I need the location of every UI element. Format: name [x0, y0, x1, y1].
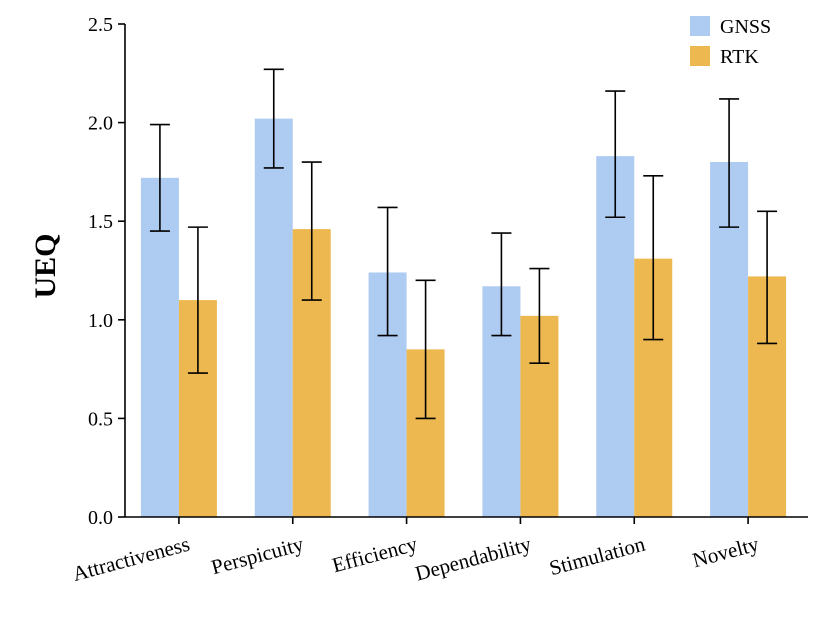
- bars-layer: [140, 118, 787, 518]
- error-bar-gnss-stimulation: [605, 90, 626, 219]
- error-bar-rtk-dependability: [529, 267, 550, 364]
- bar-gnss-attractiveness: [140, 177, 179, 518]
- axes-layer: [124, 24, 808, 518]
- error-bar-rtk-attractiveness: [187, 226, 208, 374]
- legend: GNSS RTK: [690, 16, 771, 68]
- x-tick-label: Attractiveness: [70, 532, 192, 586]
- error-bar-gnss-perspicuity: [263, 68, 284, 169]
- x-tick-label: Efficiency: [330, 532, 421, 578]
- error-bar-gnss-dependability: [491, 232, 512, 337]
- error-bar-gnss-attractiveness: [149, 123, 170, 232]
- error-bar-rtk-efficiency: [415, 279, 436, 420]
- y-tick-label: 0.5: [88, 408, 113, 430]
- error-bar-rtk-stimulation: [643, 175, 664, 341]
- error-bars-layer: [149, 68, 778, 420]
- y-tick-label: 0.0: [88, 507, 113, 529]
- error-bar-rtk-perspicuity: [301, 161, 322, 301]
- legend-label-gnss: GNSS: [720, 16, 771, 38]
- x-tick-label: Stimulation: [547, 532, 648, 581]
- error-bar-gnss-novelty: [719, 98, 740, 228]
- y-axis-label: UEQ: [29, 233, 62, 298]
- error-bar-gnss-efficiency: [377, 206, 398, 337]
- legend-label-rtk: RTK: [720, 46, 759, 68]
- y-ticks: 0.0 0.5 1.0 1.5 2.0 2.5: [88, 14, 125, 529]
- x-tick-label: Dependability: [413, 532, 535, 586]
- y-tick-label: 2.5: [88, 14, 113, 36]
- error-bar-rtk-novelty: [757, 210, 778, 345]
- x-tick-label: Novelty: [690, 532, 762, 573]
- y-tick-label: 1.0: [88, 310, 113, 332]
- y-tick-label: 1.5: [88, 211, 113, 233]
- legend-swatch-gnss: [690, 16, 710, 36]
- x-ticks: Attractiveness Perspicuity EfficiencyDepen…: [70, 517, 762, 586]
- bar-gnss-perspicuity: [254, 118, 293, 517]
- legend-swatch-rtk: [690, 46, 710, 66]
- y-tick-label: 2.0: [88, 113, 113, 135]
- x-tick-label: Perspicuity: [209, 532, 307, 580]
